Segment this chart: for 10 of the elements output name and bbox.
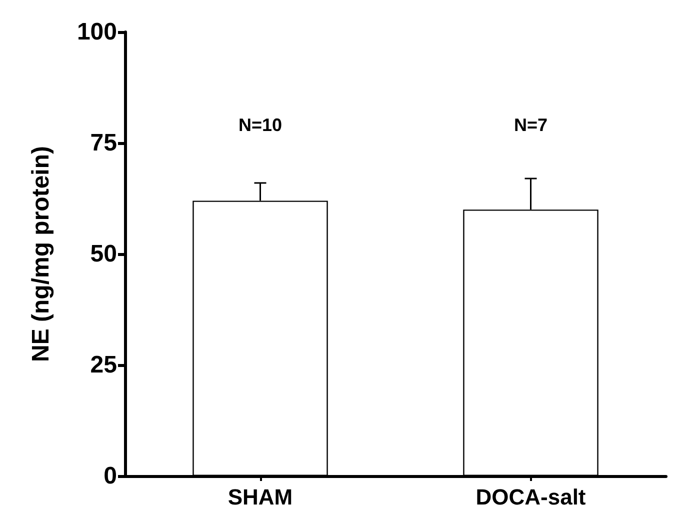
- annotation: N=10: [238, 115, 282, 136]
- y-tick-label: 0: [104, 462, 117, 490]
- y-tick-label: 25: [90, 352, 117, 378]
- x-tick-label: DOCA-salt: [476, 484, 586, 510]
- y-axis-title: NE (ng/mg protein): [28, 146, 54, 362]
- x-tick-label: SHAM: [228, 484, 293, 510]
- y-tick-label: 50: [90, 240, 117, 268]
- y-tick-label: 75: [90, 130, 117, 156]
- y-tick-label: 100: [76, 18, 117, 46]
- annotation: N=7: [514, 115, 548, 136]
